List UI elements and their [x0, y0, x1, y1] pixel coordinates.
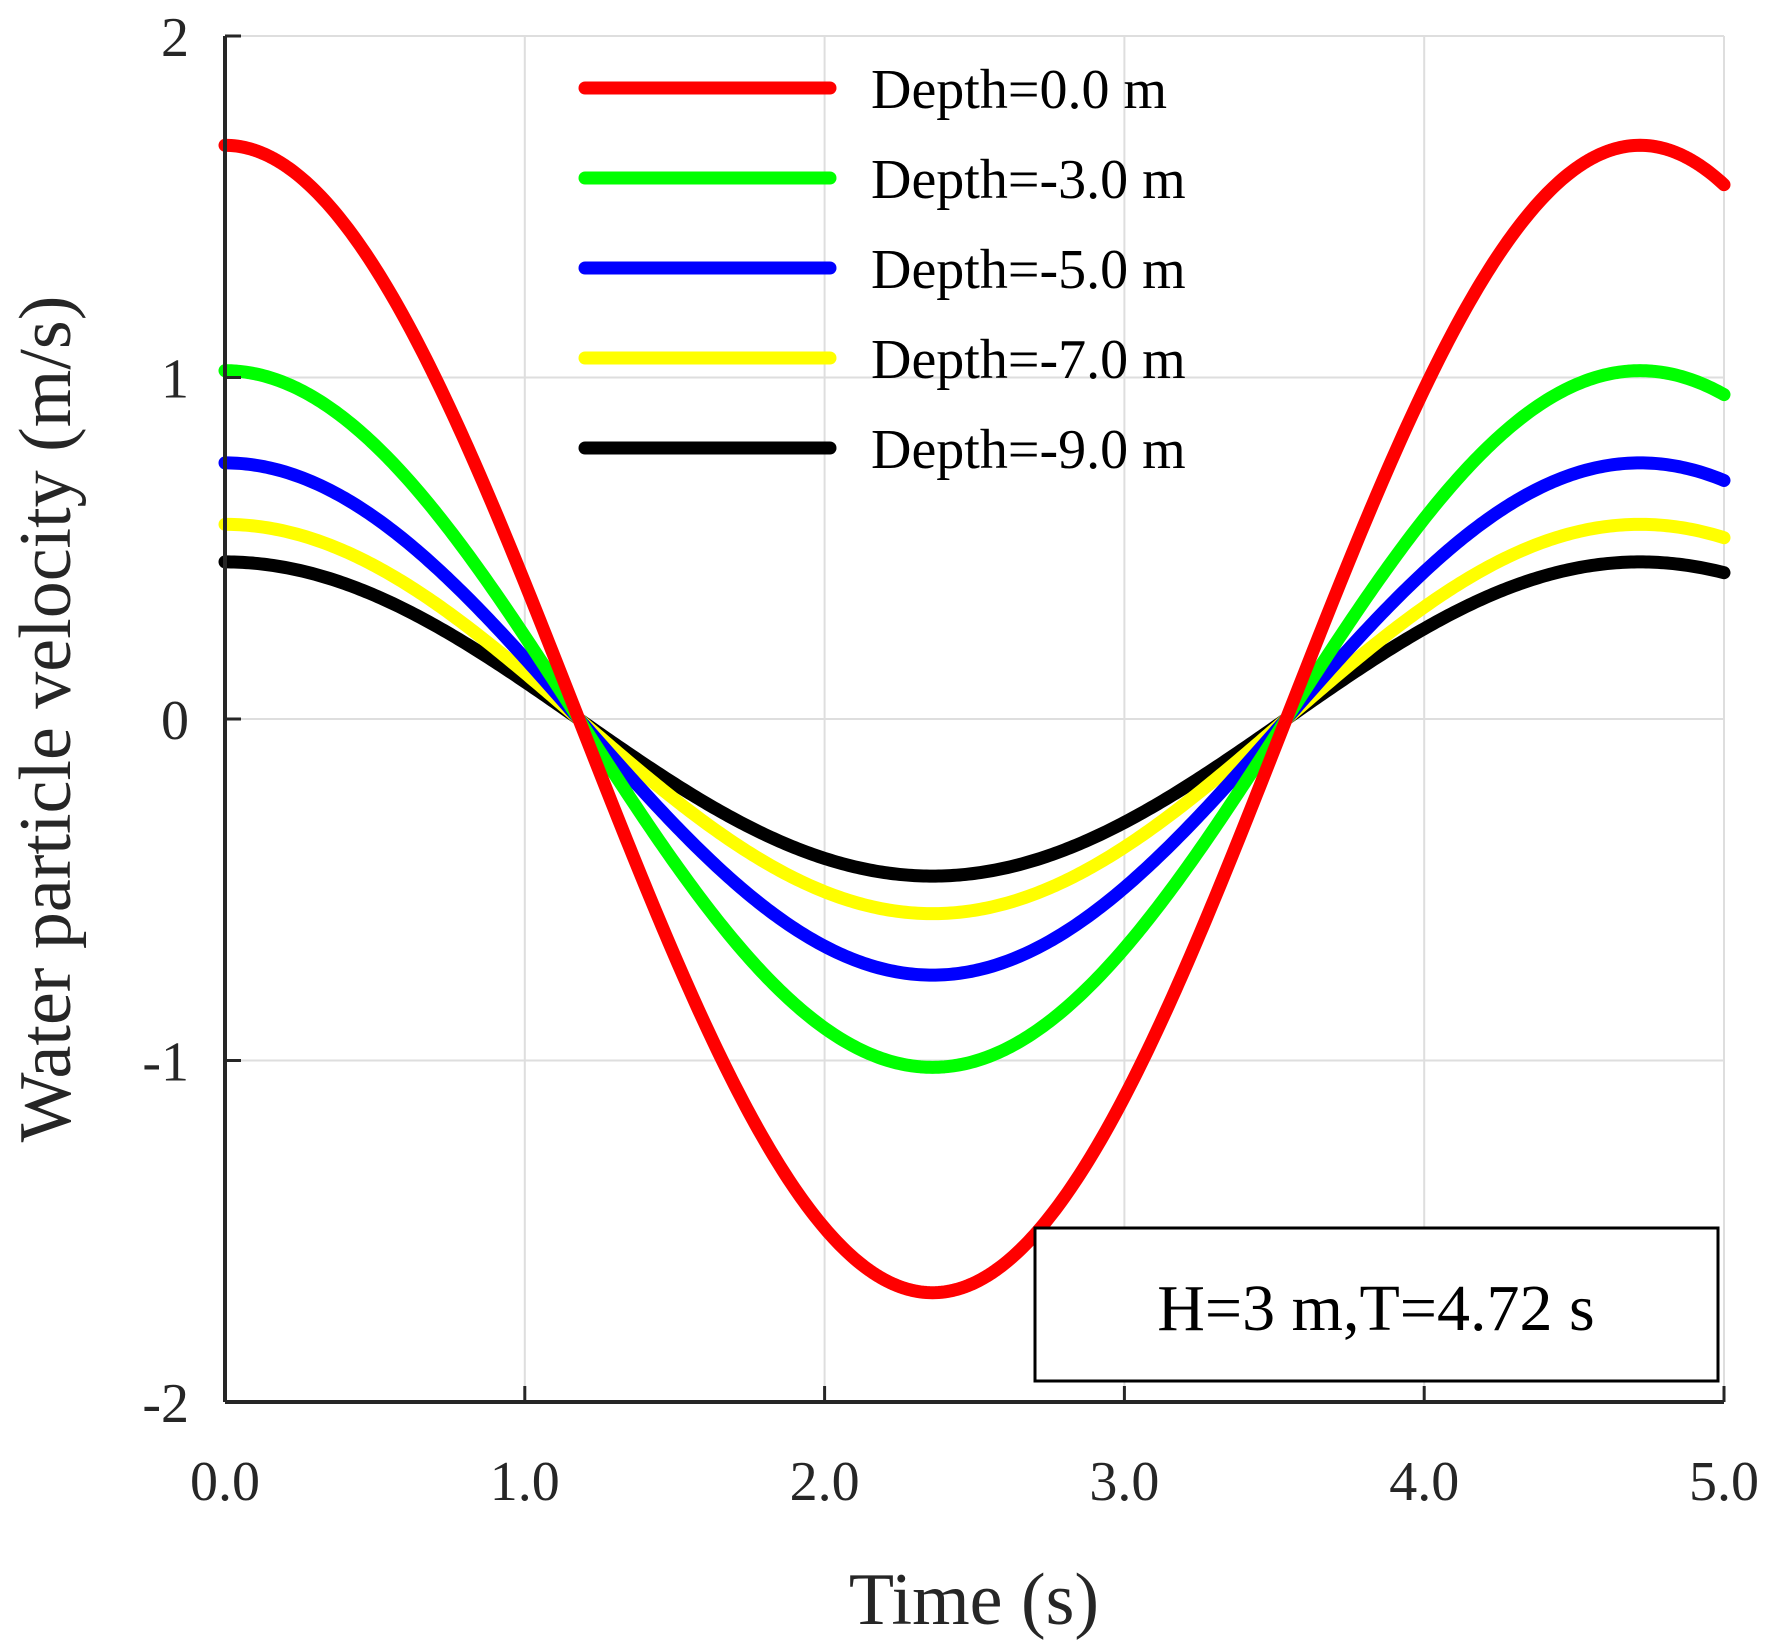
- legend-marker: [702, 443, 712, 453]
- legend-item: Depth=0.0 m: [578, 59, 1167, 121]
- y-tick-label: 1: [161, 349, 189, 411]
- x-tick-label: 2.0: [790, 1451, 860, 1513]
- annotation-text: H=3 m,T=4.72 s: [1157, 1272, 1594, 1345]
- y-axis-title: Water particle velocity (m/s): [5, 296, 87, 1143]
- y-tick-label: 2: [161, 7, 189, 69]
- y-tick-labels: 2 1 0 -1 -2: [142, 7, 189, 1435]
- x-tick-label: 4.0: [1389, 1451, 1459, 1513]
- legend-label: Depth=-5.0 m: [871, 239, 1186, 301]
- series-lines: [218, 138, 1731, 1300]
- legend-item: Depth=-9.0 m: [578, 419, 1186, 481]
- series-line: [218, 364, 1731, 1074]
- legend-marker: [702, 83, 712, 93]
- legend-marker: [702, 353, 712, 363]
- legend-label: Depth=-7.0 m: [871, 329, 1186, 391]
- x-tick-label: 1.0: [490, 1451, 560, 1513]
- legend-item: Depth=-5.0 m: [578, 239, 1186, 301]
- y-tick-label: 0: [161, 690, 189, 752]
- legend-item: Depth=-3.0 m: [578, 149, 1186, 211]
- x-tick-label: 0.0: [190, 1451, 260, 1513]
- axes: [223, 34, 1726, 1404]
- legend-label: Depth=-3.0 m: [871, 149, 1186, 211]
- legend-marker: [702, 173, 712, 183]
- y-tick-label: -1: [142, 1032, 189, 1094]
- legend: Depth=0.0 m Depth=-3.0 m Depth=-5.0 m Depth…: [578, 59, 1186, 481]
- x-tick-label: 3.0: [1089, 1451, 1159, 1513]
- series-line: [218, 138, 1731, 1300]
- x-tick-labels: 0.0 1.0 2.0 3.0 4.0 5.0: [190, 1451, 1759, 1513]
- x-axis-title: Time (s): [849, 1559, 1099, 1641]
- x-tick-label: 5.0: [1689, 1451, 1759, 1513]
- series-line: [218, 517, 1731, 921]
- legend-marker: [702, 263, 712, 273]
- annotation-box: H=3 m,T=4.72 s: [1033, 1226, 1720, 1383]
- series-line: [218, 555, 1731, 883]
- legend-label: Depth=-9.0 m: [871, 419, 1186, 481]
- legend-item: Depth=-7.0 m: [578, 329, 1186, 391]
- series-line: [218, 456, 1731, 982]
- y-tick-label: -2: [142, 1373, 189, 1435]
- legend-label: Depth=0.0 m: [871, 59, 1167, 121]
